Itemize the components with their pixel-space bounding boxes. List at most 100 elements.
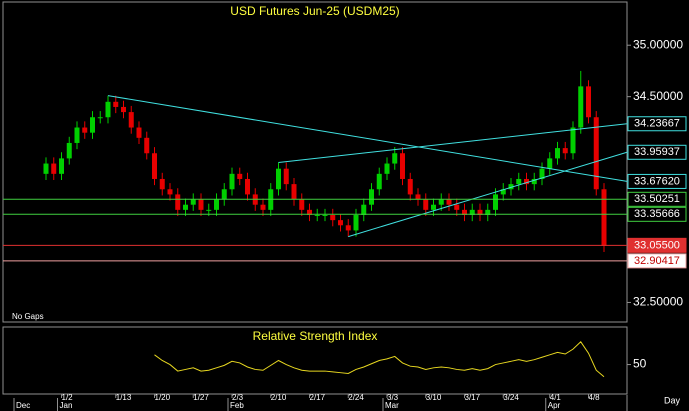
candle-body — [159, 178, 165, 190]
candle-body — [578, 86, 584, 128]
x-tick-label: 3/17 — [465, 393, 481, 402]
rsi-line — [154, 341, 605, 378]
candle-body — [562, 148, 568, 154]
candle-body — [469, 209, 475, 215]
candle-body — [314, 214, 320, 216]
candle-body — [431, 204, 436, 210]
candle-body — [369, 189, 374, 205]
candle-body — [43, 163, 49, 174]
candle-body — [593, 117, 599, 190]
level-label-box — [627, 173, 687, 189]
month-label: Apr — [548, 401, 561, 410]
candle-body — [260, 204, 266, 210]
candle-body — [82, 127, 88, 133]
candle-body — [105, 101, 111, 118]
candle-body — [454, 204, 460, 210]
candle-body — [221, 189, 227, 200]
candle-body — [74, 127, 80, 143]
x-tick-label: 2/3 — [232, 393, 244, 402]
candle-body — [121, 106, 126, 113]
candle-body — [299, 199, 305, 210]
candle-body — [307, 209, 312, 215]
candle-body — [245, 178, 250, 195]
candle-body — [376, 173, 382, 190]
candle-body — [322, 214, 328, 216]
candle-body — [500, 189, 506, 195]
y-tick-label: 32.50000 — [633, 295, 683, 309]
level-label: 33.67620 — [634, 175, 680, 187]
level-label: 33.05500 — [634, 239, 680, 251]
candle-body — [59, 158, 64, 174]
candle-body — [330, 214, 336, 221]
x-tick-label: 2/17 — [310, 393, 326, 402]
price-panel — [2, 1, 628, 323]
candle-body — [291, 184, 297, 200]
x-tick-label: 1/27 — [193, 393, 209, 402]
candle-body — [237, 173, 243, 179]
candle-body — [167, 189, 173, 195]
candle-body — [66, 142, 72, 159]
level-label-box — [627, 191, 687, 207]
candle-body — [51, 163, 57, 174]
x-tick-label: 2/10 — [271, 393, 287, 402]
level-label: 34.23667 — [634, 118, 680, 130]
candle-body — [276, 168, 281, 190]
level-label: 33.95937 — [634, 146, 680, 158]
candle-body — [144, 137, 150, 154]
x-tick-label: 3/24 — [503, 393, 519, 402]
trend-line — [348, 151, 628, 238]
x-tick-label: 4/8 — [589, 393, 601, 402]
candle-body — [175, 194, 181, 210]
candle-body — [183, 204, 188, 210]
candle-body — [415, 194, 421, 200]
candle-body — [353, 214, 359, 231]
candle-body — [345, 225, 351, 231]
level-label: 32.90417 — [634, 255, 680, 267]
candle-body — [508, 184, 514, 190]
level-label-box — [627, 237, 687, 253]
x-tick-label: 3/3 — [387, 393, 399, 402]
rsi-title: Relative Strength Index — [253, 329, 378, 343]
x-axis-label: Day — [664, 395, 681, 405]
candle-body — [338, 220, 343, 226]
candle-body — [152, 153, 157, 179]
month-label: Dec — [16, 401, 30, 410]
trend-line — [278, 123, 628, 164]
candle-body — [392, 153, 398, 164]
candle-body — [198, 199, 204, 210]
candle-body — [438, 199, 444, 205]
candle-body — [206, 209, 212, 211]
candle-body — [446, 199, 452, 205]
candle-body — [384, 163, 390, 174]
candle-body — [214, 199, 219, 210]
candle-body — [190, 199, 196, 205]
x-tick-label: 1/2 — [62, 393, 74, 402]
candle-body — [485, 209, 491, 215]
x-tick-label: 4/1 — [550, 393, 562, 402]
candle-body — [570, 127, 576, 154]
candle-body — [90, 117, 95, 133]
candle-body — [601, 189, 607, 246]
candle-body — [229, 173, 235, 190]
candle-body — [531, 178, 537, 185]
candle-body — [128, 112, 134, 128]
chart-title: USD Futures Jun-25 (USDM25) — [230, 4, 399, 18]
candle-body — [493, 194, 498, 210]
candle-body — [113, 101, 119, 107]
trend-line — [107, 95, 628, 182]
candle-body — [539, 168, 545, 179]
month-label: Mar — [385, 401, 399, 410]
x-tick-label: 1/13 — [116, 393, 132, 402]
candle-body — [547, 158, 553, 169]
candle-body — [524, 178, 529, 185]
x-tick-label: 1/20 — [155, 393, 171, 402]
x-tick-label: 3/10 — [426, 393, 442, 402]
month-label: Jan — [60, 401, 73, 410]
candle-body — [400, 153, 405, 179]
candle-body — [361, 204, 367, 215]
y-tick-label: 35.00000 — [633, 37, 683, 51]
level-label-box — [627, 116, 687, 132]
candle-body — [407, 178, 413, 195]
candle-body — [516, 178, 522, 185]
